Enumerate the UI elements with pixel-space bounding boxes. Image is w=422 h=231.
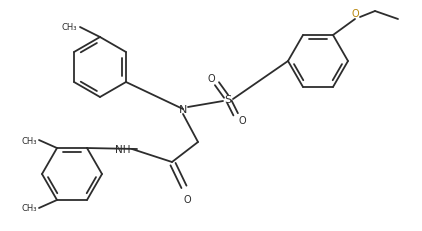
- Text: CH₃: CH₃: [62, 22, 77, 31]
- Text: S: S: [225, 94, 232, 105]
- Text: O: O: [238, 116, 246, 125]
- Text: CH₃: CH₃: [22, 136, 37, 145]
- Text: CH₃: CH₃: [22, 204, 37, 213]
- Text: O: O: [351, 9, 359, 19]
- Text: NH: NH: [114, 144, 130, 154]
- Text: O: O: [207, 74, 215, 84]
- Text: N: N: [179, 105, 187, 115]
- Text: O: O: [183, 194, 191, 204]
